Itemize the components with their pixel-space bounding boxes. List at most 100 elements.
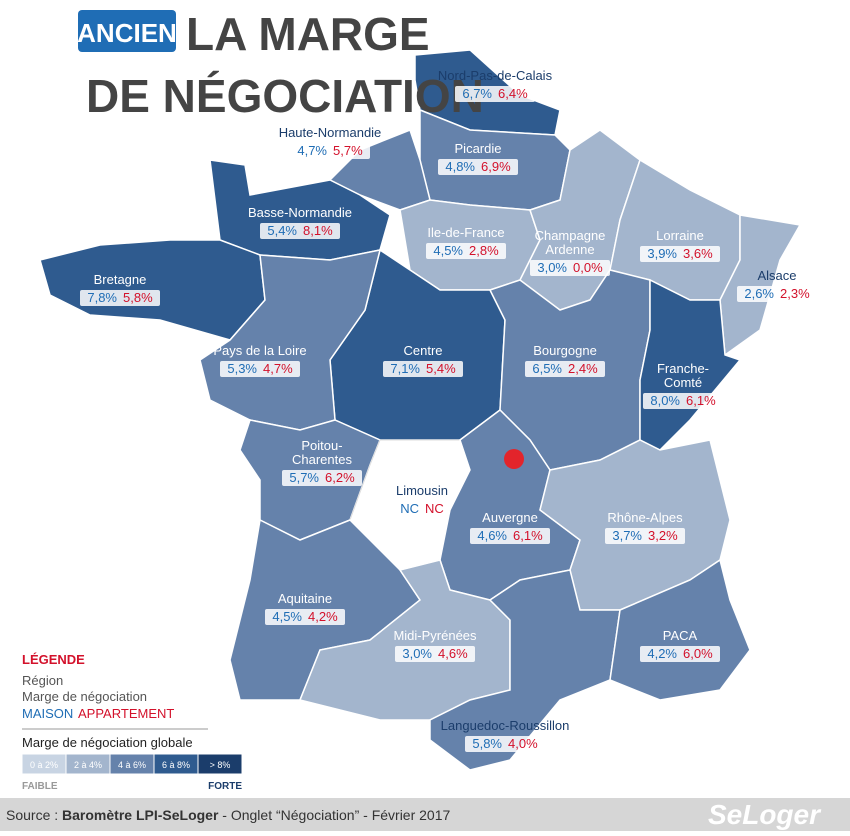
value-box [260, 223, 340, 239]
legend-text: Marge de négociation globale [22, 735, 193, 750]
region-name: Limousin [396, 483, 448, 498]
footer-bar [0, 798, 850, 831]
region-name: Centre [403, 343, 442, 358]
source-bold: Baromètre LPI-SeLoger [62, 807, 219, 823]
value-box [465, 736, 545, 752]
region-name: Nord-Pas-de-Calais [438, 68, 553, 83]
legend-text: APPARTEMENT [78, 706, 174, 721]
value-box [640, 646, 720, 662]
value-appartement: 3,2% [648, 528, 678, 543]
value-maison: 4,8% [445, 159, 475, 174]
source-rest: - Onglet “Négociation” - Février 2017 [218, 807, 450, 823]
legend-text: Région [22, 673, 63, 688]
value-appartement: 4,0% [508, 736, 538, 751]
scale-high: FORTE [208, 781, 242, 792]
badge [78, 10, 176, 52]
value-maison: 4,5% [272, 609, 302, 624]
value-maison: 8,0% [650, 393, 680, 408]
scale-low: FAIBLE [22, 781, 58, 792]
value-appartement: 6,0% [683, 646, 713, 661]
value-appartement: 6,1% [513, 528, 543, 543]
value-maison: 4,5% [433, 243, 463, 258]
region-name: Alsace [757, 268, 796, 283]
region-name: Pays de la Loire [213, 343, 306, 358]
region-name: Rhône-Alpes [607, 510, 683, 525]
value-appartement: 6,2% [325, 470, 355, 485]
scale: 0 à 2% 2 à 4% 4 à 6% 6 à 8% > 8% [21, 753, 243, 775]
value-box [395, 646, 475, 662]
legend-title: LÉGENDE [22, 652, 85, 667]
value-box [426, 243, 506, 259]
header: ANCIEN LA MARGE DE NÉGOCIATION [77, 8, 484, 122]
badge-text: ANCIEN [77, 18, 177, 48]
value-box [643, 393, 723, 409]
value-maison: 2,6% [744, 286, 774, 301]
value-maison: 6,7% [462, 86, 492, 101]
region-shape [609, 558, 751, 701]
region-name: Ile-de-France [427, 225, 504, 240]
value-maison: 7,1% [390, 361, 420, 376]
value-maison: 5,4% [267, 223, 297, 238]
value-box [80, 290, 160, 306]
value-appartement: 2,4% [568, 361, 598, 376]
value-maison: 3,9% [647, 246, 677, 261]
region-name: Languedoc-Roussillon [441, 718, 570, 733]
scale-label: 0 à 2% [30, 760, 58, 770]
region-name: Poitou- [301, 438, 342, 453]
value-appartement: 6,9% [481, 159, 511, 174]
value-appartement: NC [425, 501, 444, 516]
title: LA MARGE [186, 8, 430, 60]
region-labels: Nord-Pas-de-Calais 6,7% 6,4% Picardie 4,8% 6,… [80, 68, 817, 752]
value-box [530, 260, 610, 276]
region-name: PACA [663, 628, 698, 643]
source: Source : Baromètre LPI-SeLoger - Onglet … [6, 807, 450, 823]
value-maison: 3,0% [402, 646, 432, 661]
scale-label: 2 à 4% [74, 760, 102, 770]
region-name: Basse-Normandie [248, 205, 352, 220]
value-appartement: 6,1% [686, 393, 716, 408]
region-name: Haute-Normandie [279, 125, 382, 140]
region-shape [209, 159, 391, 261]
value-box [640, 246, 720, 262]
region-name: Bretagne [94, 272, 147, 287]
value-maison: 4,7% [297, 143, 327, 158]
value-maison: 5,3% [227, 361, 257, 376]
region-shape [429, 569, 621, 771]
value-box [265, 609, 345, 625]
value-maison: NC [400, 501, 419, 516]
value-box [470, 528, 550, 544]
scale-swatch [197, 753, 243, 775]
value-appartement: 5,8% [123, 290, 153, 305]
value-maison: 7,8% [87, 290, 117, 305]
region-name: Comté [664, 375, 702, 390]
value-appartement: 2,8% [469, 243, 499, 258]
value-appartement: 5,4% [426, 361, 456, 376]
value-box [737, 286, 817, 302]
value-box [383, 361, 463, 377]
value-maison: 3,0% [537, 260, 567, 275]
value-maison: 3,7% [612, 528, 642, 543]
scale-label: 6 à 8% [162, 760, 190, 770]
footer: Source : Baromètre LPI-SeLoger - Onglet … [0, 798, 850, 831]
region-name: Franche- [657, 361, 709, 376]
region-name: Picardie [455, 141, 502, 156]
region-name: Ardenne [545, 242, 594, 257]
value-appartement: 5,7% [333, 143, 363, 158]
value-maison: 5,7% [289, 470, 319, 485]
legend-text: Marge de négociation [22, 689, 147, 704]
region-name: Bourgogne [533, 343, 597, 358]
value-appartement: 4,2% [308, 609, 338, 624]
scale-label: 4 à 6% [118, 760, 146, 770]
region-name: Midi-Pyrénées [393, 628, 477, 643]
value-appartement: 0,0% [573, 260, 603, 275]
value-box [455, 86, 535, 102]
region-name: Auvergne [482, 510, 538, 525]
region-shape [719, 214, 802, 357]
value-appartement: 8,1% [303, 223, 333, 238]
region-name: Champagne [535, 228, 606, 243]
value-maison: 6,5% [532, 361, 562, 376]
logo: SeLoger [708, 799, 822, 830]
value-box [605, 528, 685, 544]
value-box [438, 159, 518, 175]
